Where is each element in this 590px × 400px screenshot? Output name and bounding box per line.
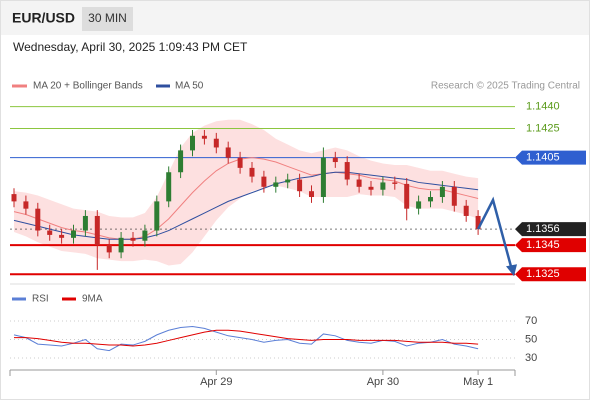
candle-body [130, 237, 136, 241]
candle-body [309, 191, 314, 198]
candle-body [94, 215, 100, 246]
candle-body [237, 157, 243, 168]
candle-body [320, 157, 326, 198]
rsi-tick-label: 70 [525, 315, 537, 327]
timeframe[interactable]: 30 MIN [88, 11, 127, 25]
legend-label: RSI [32, 294, 49, 305]
rsi-tick-label: 50 [525, 333, 537, 345]
candle-body [344, 162, 350, 180]
candle-body [201, 135, 207, 139]
candle-body [225, 147, 231, 158]
candle-body [71, 230, 76, 238]
candle-body [451, 186, 457, 206]
candle-body [166, 172, 172, 202]
candle-body [285, 179, 291, 183]
level-tag [515, 238, 586, 253]
candle-body [475, 215, 481, 230]
candle-body [142, 230, 148, 241]
rsi-tick-label: 30 [525, 352, 537, 364]
legend-label: MA 20 + Bollinger Bands [33, 81, 143, 92]
candle-body [297, 179, 303, 192]
candle-body [213, 138, 219, 148]
candle-body [178, 150, 184, 173]
level-tag [515, 150, 586, 165]
candle-body [356, 179, 362, 187]
instrument: EUR/USD [12, 10, 75, 26]
x-tick-label: Apr 29 [200, 376, 232, 388]
candle-body [23, 201, 29, 209]
candle-body [439, 186, 445, 198]
legend-label: 9MA [82, 294, 103, 305]
timeframe-button[interactable] [82, 7, 133, 31]
forecast-arrow [476, 196, 514, 271]
level-label: 1.1325 [526, 268, 560, 280]
candle-body [47, 230, 53, 235]
moving-average [13, 171, 479, 240]
candle-body [35, 208, 41, 231]
candle-body [59, 234, 65, 238]
level-label: 1.1405 [526, 152, 560, 164]
candle-body [332, 157, 338, 163]
source: Research © 2025 Trading Central [431, 81, 580, 92]
x-tick-label: Apr 30 [367, 376, 399, 388]
candle-body [428, 197, 433, 202]
candle-body [249, 167, 255, 177]
candle-body [82, 215, 88, 231]
level-label: 1.1356 [526, 223, 560, 235]
candle-body [106, 245, 112, 253]
moving-average [13, 157, 479, 240]
candle-body [463, 205, 469, 216]
legend-label: MA 50 [175, 81, 204, 92]
level-label: 1.1425 [526, 122, 560, 134]
level-tag [515, 222, 586, 237]
candle-body [154, 201, 160, 231]
candle-body [273, 182, 279, 187]
candle-body [416, 201, 422, 209]
level-label: 1.1440 [526, 101, 560, 113]
candle-body [190, 135, 195, 151]
candle-body [404, 183, 410, 209]
candle-body [118, 237, 124, 253]
level-tag [515, 267, 586, 282]
timestamp: Wednesday, April 30, 2025 1:09:43 PM CET [13, 40, 248, 54]
candle-body [392, 182, 398, 184]
candle-body [380, 182, 386, 190]
candle-body [11, 194, 17, 202]
level-label: 1.1345 [526, 239, 560, 251]
rsi-line [14, 329, 479, 347]
candle-body [261, 176, 267, 187]
candle-body [368, 186, 374, 190]
forecast-arrowhead [506, 264, 517, 277]
x-tick-label: May 1 [463, 376, 493, 388]
rsi-line [13, 326, 479, 352]
